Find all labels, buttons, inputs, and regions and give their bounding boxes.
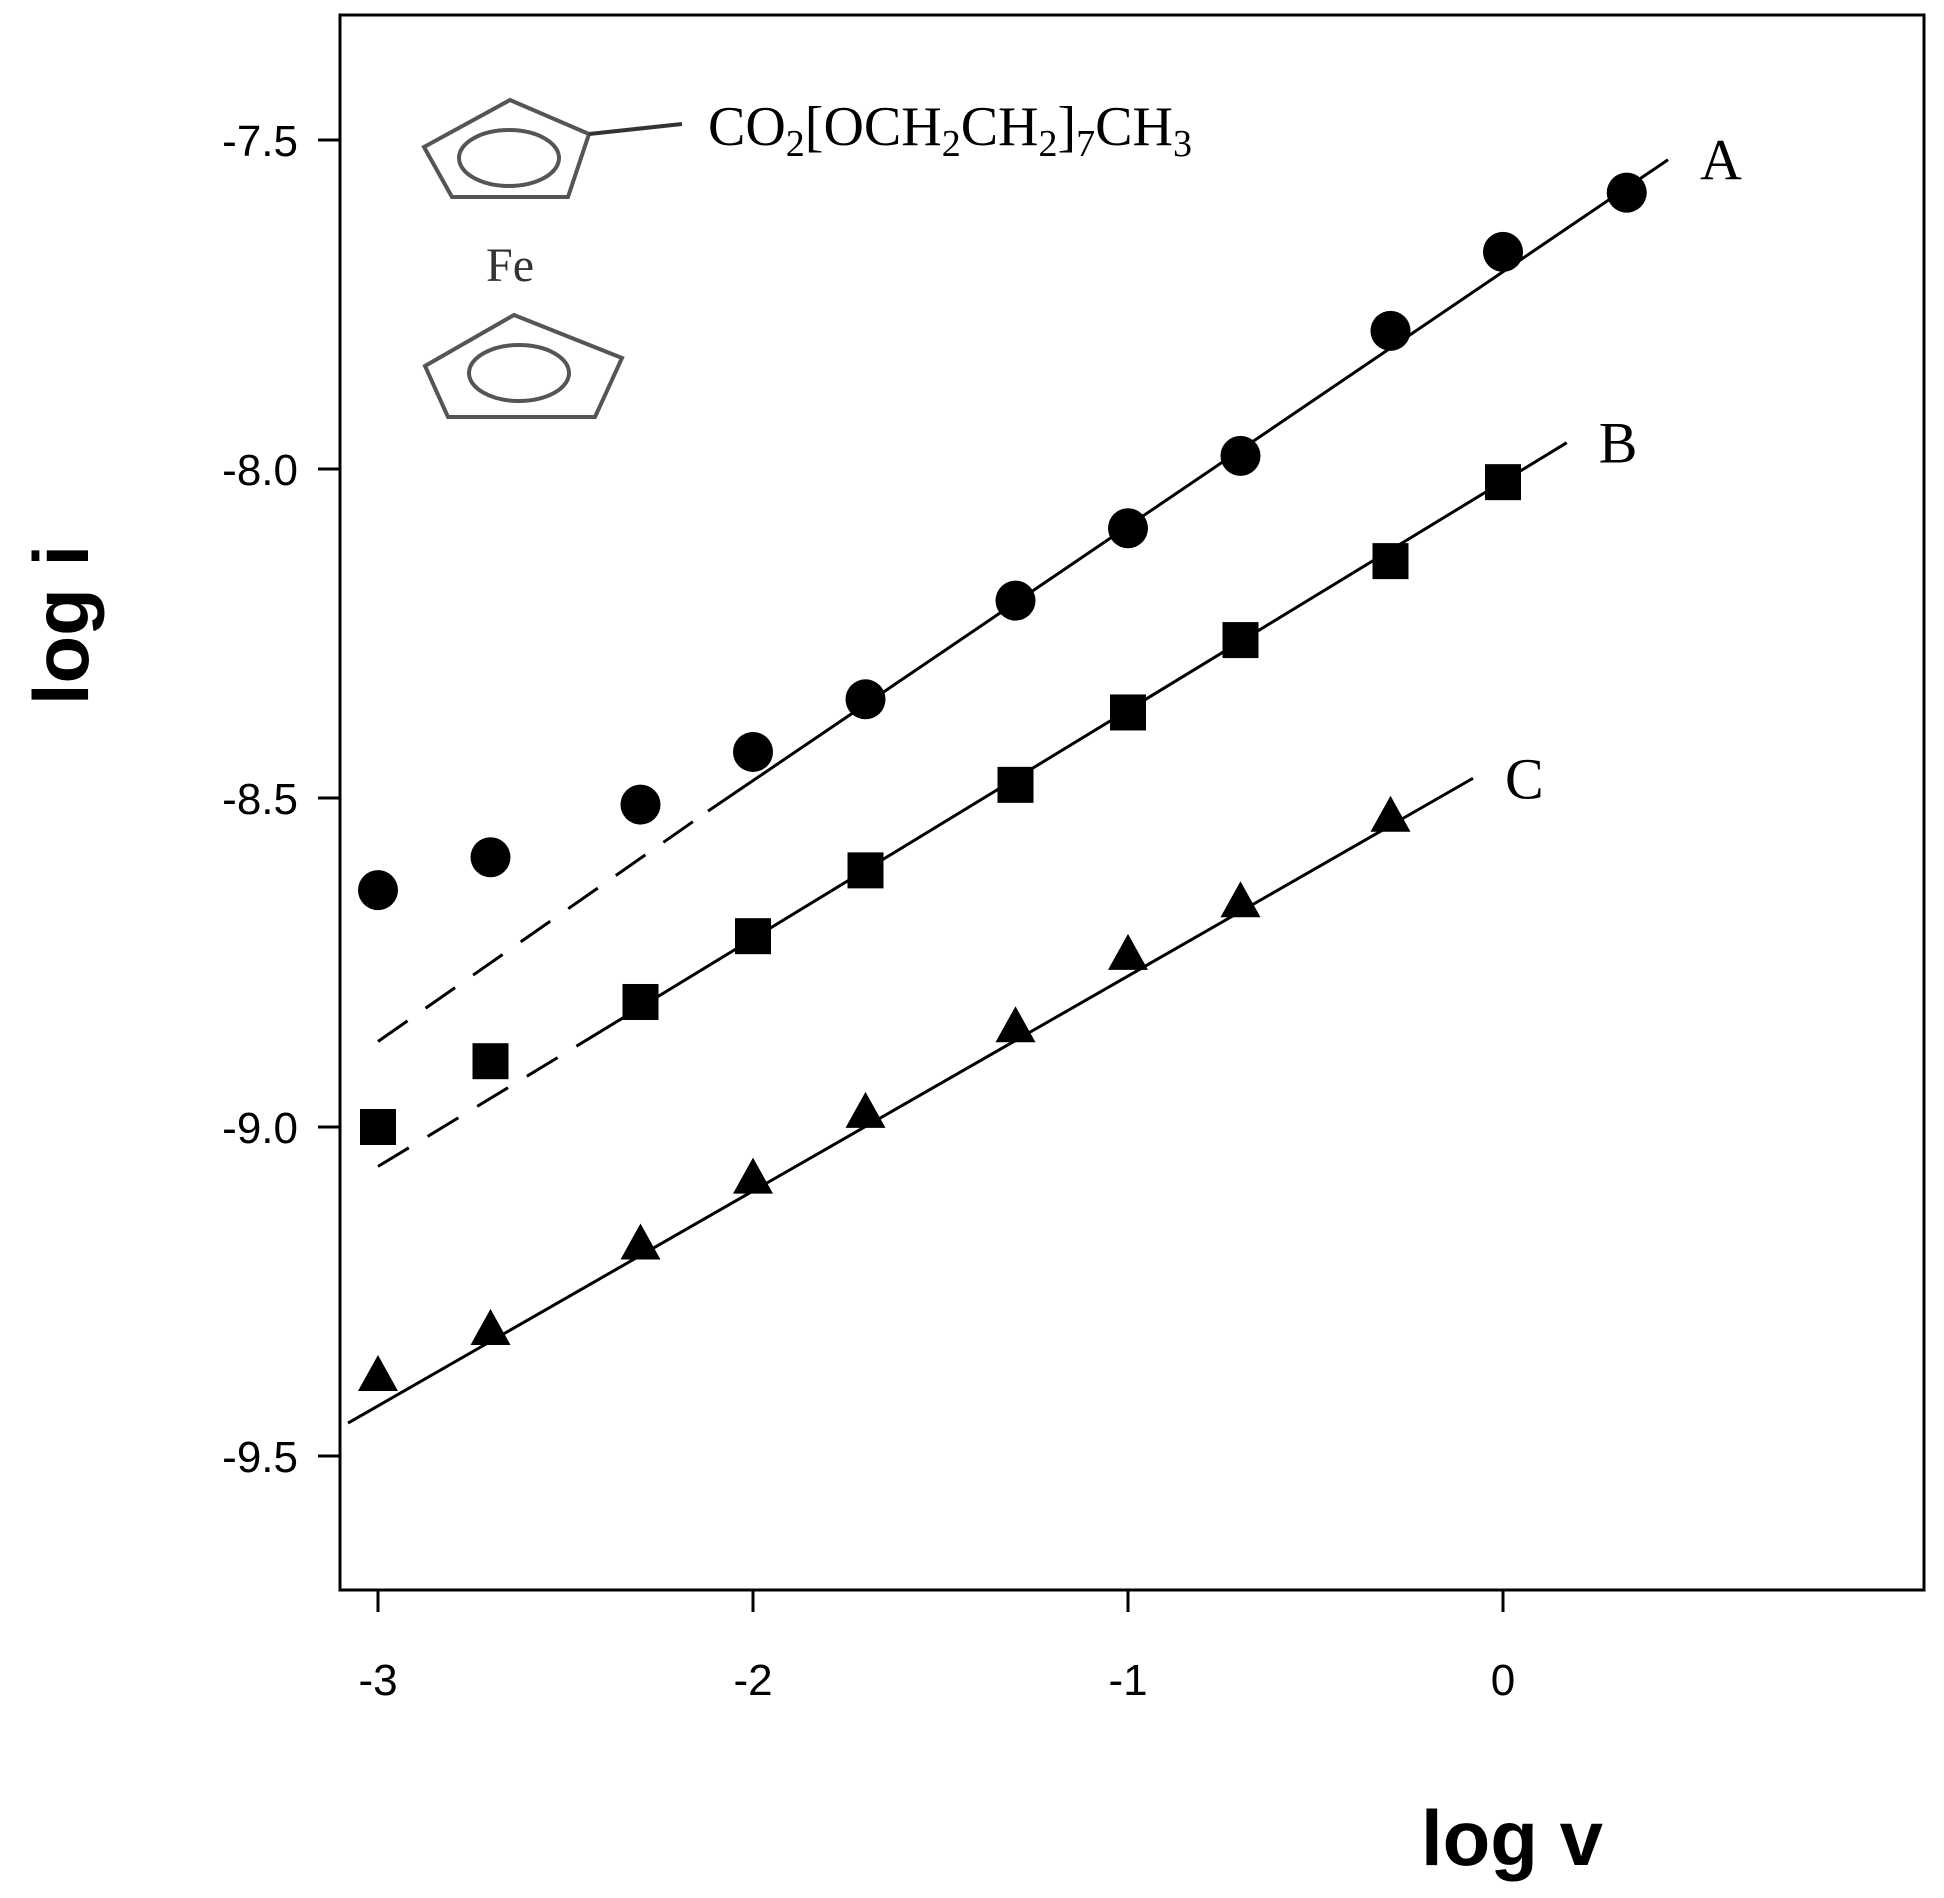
x-axis-title: log v xyxy=(1421,1794,1604,1882)
fit-line-c xyxy=(347,776,1474,1425)
data-point-b xyxy=(1372,543,1409,580)
x-tick-label: -2 xyxy=(733,1656,772,1705)
axes: -3 -2 -1 0 -7.5 -8.0 -8.5 -9.0 -9.5 xyxy=(222,117,1515,1705)
data-point-a xyxy=(995,580,1036,621)
data-point-a xyxy=(1606,172,1647,213)
data-point-c xyxy=(1220,881,1261,918)
data-point-a xyxy=(845,679,886,720)
data-point-a xyxy=(1483,231,1523,272)
data-point-c xyxy=(995,1006,1036,1043)
substituent-bond xyxy=(588,122,683,136)
x-tick-label: -3 xyxy=(358,1656,397,1705)
ferrocene-structure: Fe CO2[OCH2CH2]7CH3 xyxy=(421,96,1192,419)
x-tick-label: -1 xyxy=(1108,1656,1147,1705)
extrapolation-line-a xyxy=(377,809,709,1043)
data-point-c xyxy=(1370,795,1411,832)
data-point-a xyxy=(620,784,661,825)
data-point-b xyxy=(472,1043,509,1080)
substituent-formula: CO2[OCH2CH2]7CH3 xyxy=(708,96,1192,165)
data-point-a xyxy=(1370,310,1411,351)
data-point-a xyxy=(358,870,398,911)
metal-label: Fe xyxy=(486,239,534,292)
data-point-c xyxy=(1108,933,1148,970)
formula-subscript: 2 xyxy=(942,123,961,165)
data-point-b xyxy=(997,766,1034,803)
formula-subscript: 2 xyxy=(786,123,805,165)
data-point-b xyxy=(1110,694,1146,731)
y-tick-label: -9.5 xyxy=(222,1433,298,1482)
cyclopentadienyl-ring-bottom xyxy=(422,312,625,419)
series-labels: A B C xyxy=(1505,128,1742,812)
data-point-a xyxy=(1220,435,1261,476)
data-point-c xyxy=(845,1091,886,1128)
data-point-b xyxy=(847,852,884,889)
y-tick-label: -9.0 xyxy=(222,1104,298,1153)
x-tick-label: 0 xyxy=(1491,1656,1515,1705)
formula-segment: ] xyxy=(1057,96,1076,158)
formula-segment: CH xyxy=(961,96,1039,158)
y-tick-label: -8.5 xyxy=(222,775,298,824)
data-point-c xyxy=(733,1157,773,1194)
plot-frame xyxy=(338,13,1926,1592)
data-point-a xyxy=(470,837,511,878)
formula-segment: CO xyxy=(708,96,786,158)
data-point-b xyxy=(1485,464,1521,501)
y-tick-label: -8.0 xyxy=(222,446,298,495)
data-point-c xyxy=(620,1223,661,1260)
formula-subscript: 2 xyxy=(1038,123,1057,165)
data-point-b xyxy=(360,1109,396,1145)
y-axis-title: log i xyxy=(17,545,105,705)
series-label-c: C xyxy=(1505,746,1544,811)
series-label-b: B xyxy=(1599,411,1638,476)
data-point-a xyxy=(1108,508,1148,549)
data-point-b xyxy=(1222,622,1259,659)
data-point-a xyxy=(733,731,773,772)
data-point-b xyxy=(735,918,771,955)
fit-line-b xyxy=(583,441,1568,1043)
data-point-c xyxy=(358,1355,398,1392)
data-markers xyxy=(358,172,1647,1392)
formula-segment: CH xyxy=(1095,96,1173,158)
extrapolation-line-b xyxy=(377,1040,586,1168)
data-point-c xyxy=(470,1308,511,1345)
y-tick-label: -7.5 xyxy=(222,117,298,166)
cyclopentadienyl-ring-top xyxy=(421,97,592,199)
formula-subscript: 3 xyxy=(1173,123,1192,165)
formula-segment: [OCH xyxy=(805,96,942,158)
data-point-b xyxy=(622,983,659,1020)
series-label-a: A xyxy=(1700,128,1742,193)
formula-subscript: 7 xyxy=(1076,123,1095,165)
